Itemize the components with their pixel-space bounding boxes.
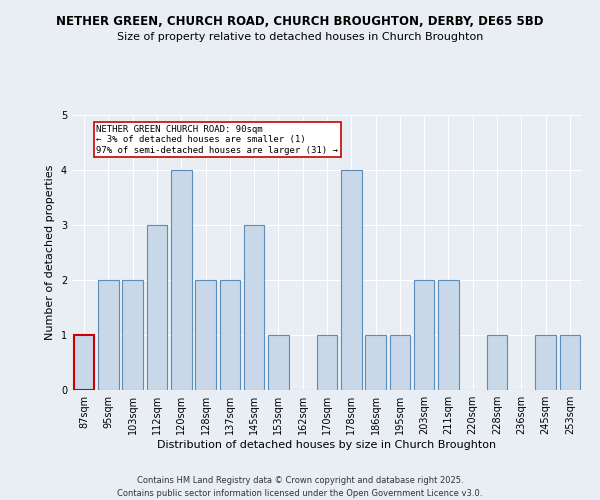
Text: Size of property relative to detached houses in Church Broughton: Size of property relative to detached ho…: [117, 32, 483, 42]
Bar: [122, 280, 143, 390]
Text: NETHER GREEN CHURCH ROAD: 90sqm
← 3% of detached houses are smaller (1)
97% of s: NETHER GREEN CHURCH ROAD: 90sqm ← 3% of …: [96, 125, 338, 154]
Bar: [487, 335, 508, 390]
Text: NETHER GREEN, CHURCH ROAD, CHURCH BROUGHTON, DERBY, DE65 5BD: NETHER GREEN, CHURCH ROAD, CHURCH BROUGH…: [56, 15, 544, 28]
Bar: [268, 335, 289, 390]
Bar: [220, 280, 240, 390]
X-axis label: Distribution of detached houses by size in Church Broughton: Distribution of detached houses by size …: [157, 440, 497, 450]
Bar: [244, 225, 265, 390]
Bar: [438, 280, 459, 390]
Bar: [341, 170, 362, 390]
Text: Contains HM Land Registry data © Crown copyright and database right 2025.
Contai: Contains HM Land Registry data © Crown c…: [118, 476, 482, 498]
Bar: [414, 280, 434, 390]
Y-axis label: Number of detached properties: Number of detached properties: [46, 165, 55, 340]
Bar: [365, 335, 386, 390]
Bar: [317, 335, 337, 390]
Bar: [560, 335, 580, 390]
Bar: [98, 280, 119, 390]
Bar: [146, 225, 167, 390]
Bar: [389, 335, 410, 390]
Bar: [171, 170, 191, 390]
Bar: [74, 335, 94, 390]
Bar: [535, 335, 556, 390]
Bar: [195, 280, 216, 390]
